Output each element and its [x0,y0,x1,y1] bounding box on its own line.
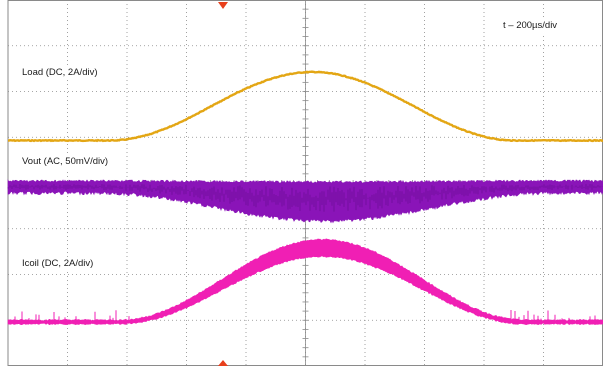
trace-icoil-spikes [14,310,596,321]
trace-label-load: Load (DC, 2A/div) [19,66,101,80]
trace-label-icoil: Icoil (DC, 2A/div) [19,257,97,271]
trace-label-vout: Vout (AC, 50mV/div) [19,155,112,169]
timebase-label: t – 200µs/div [500,19,561,33]
trigger-marker-bottom [218,360,228,366]
trigger-marker-top [218,2,228,9]
trace-vout [7,179,603,224]
trace-icoil-band [7,238,603,326]
trace-vout-ripple [7,184,603,212]
trace-load-line [7,70,603,143]
trace-vout-band [7,179,603,224]
trace-load [7,70,603,143]
trace-icoil [7,238,603,326]
